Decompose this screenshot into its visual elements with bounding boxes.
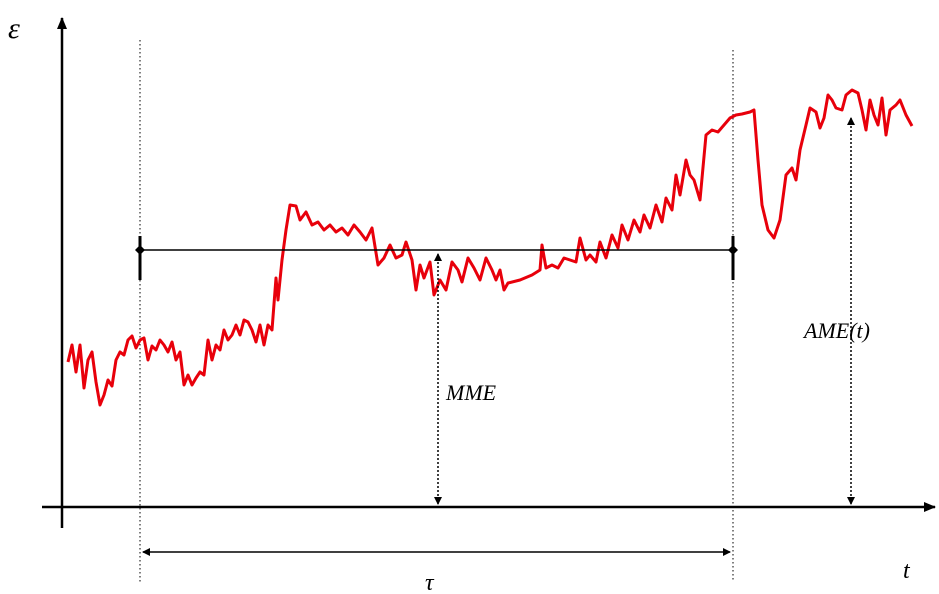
mean-marker xyxy=(135,245,145,255)
ame-label: AME(t) xyxy=(802,318,870,343)
y-axis-label: ε xyxy=(8,12,20,45)
interval-label: τ xyxy=(425,570,435,594)
x-axis-label: t xyxy=(903,558,911,584)
mean-marker xyxy=(728,245,738,255)
mme-label: MME xyxy=(445,380,497,405)
signal xyxy=(66,88,914,407)
